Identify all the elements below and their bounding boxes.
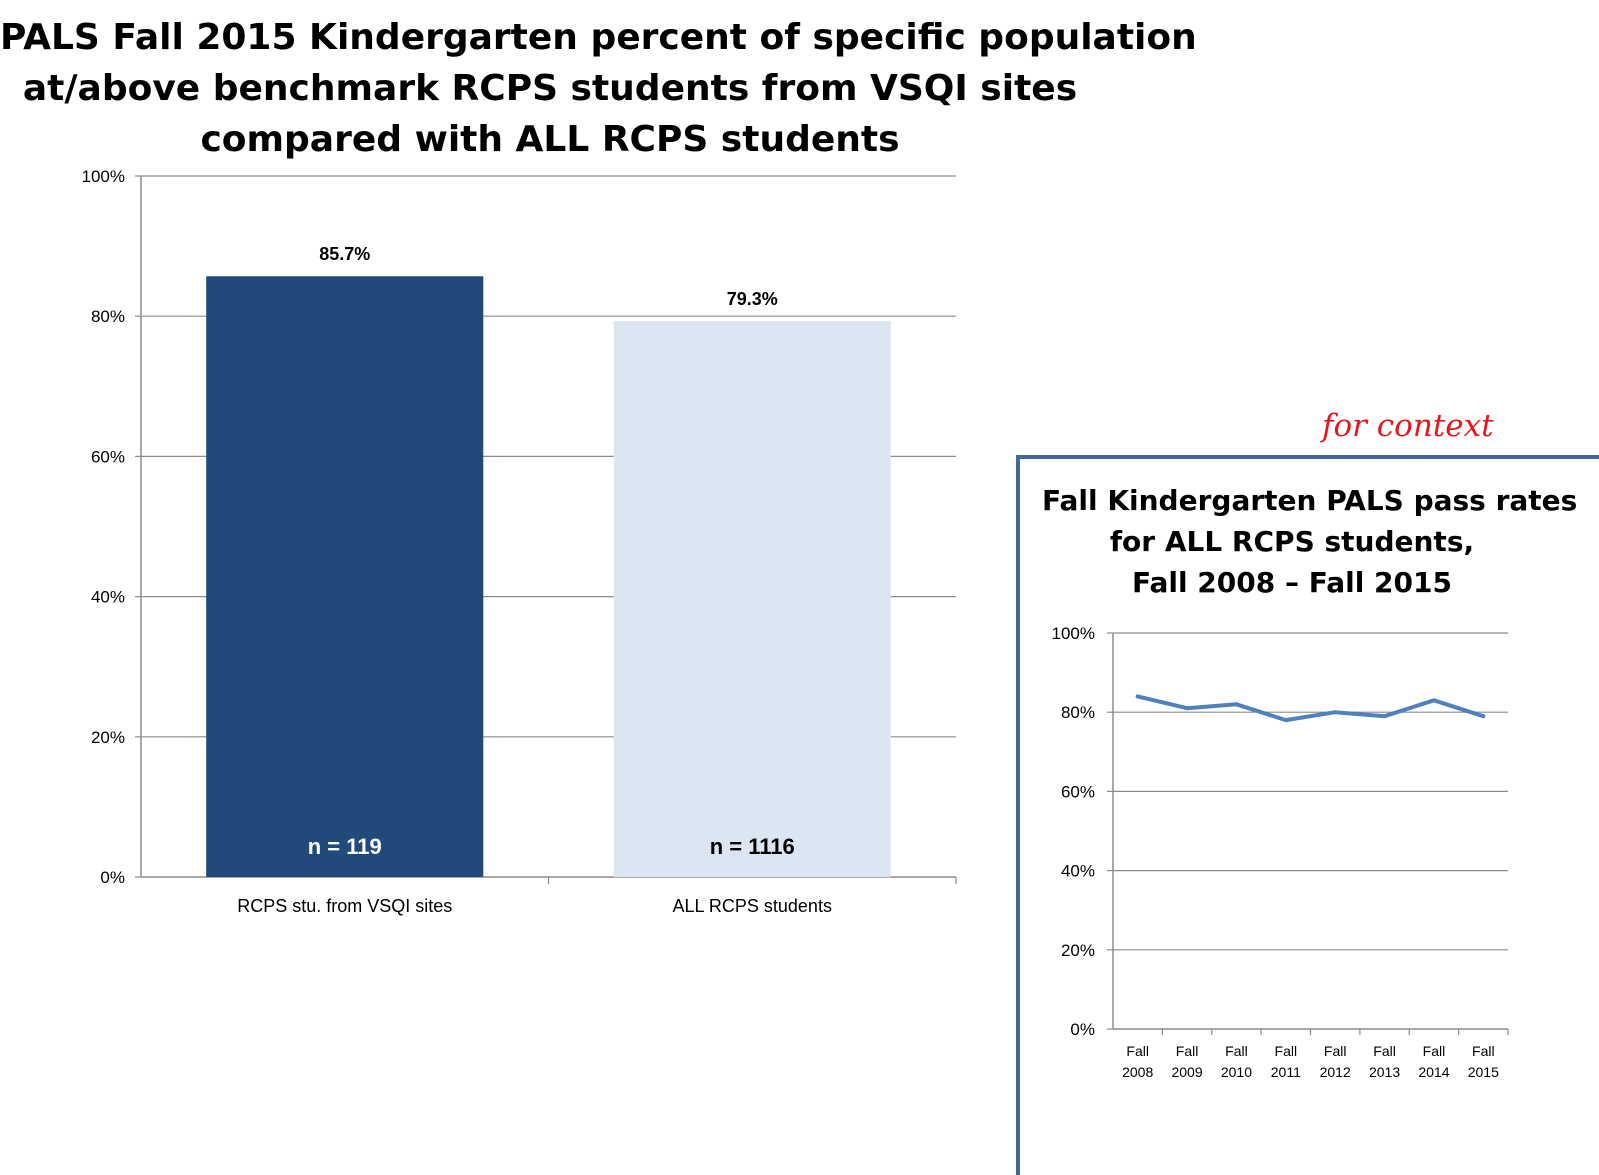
inset-chart-title: Fall Kindergarten PALS pass rates for AL… (1042, 480, 1578, 603)
inset-title-line-2: for ALL RCPS students, (1109, 525, 1475, 558)
bar-value-label: 85.7% (319, 244, 370, 264)
main-title-line-3: compared with ALL RCPS students (200, 119, 900, 160)
bar-n-label: n = 1116 (710, 834, 795, 859)
main-title-line-2: at/above benchmark RCPS students from VS… (22, 68, 1078, 109)
y-tick-label: 100% (82, 167, 125, 186)
y-tick-label: 80% (91, 307, 125, 326)
y-tick-label: 0% (100, 868, 125, 887)
y-tick-label: 60% (91, 447, 125, 466)
for-context-label: for context (1322, 408, 1494, 444)
bar (206, 276, 484, 877)
main-chart-title: PALS Fall 2015 Kindergarten percent of s… (0, 12, 1197, 165)
inset-panel (1016, 455, 1599, 1175)
inset-title-line-1: Fall Kindergarten PALS pass rates (1042, 484, 1578, 517)
x-category-label: ALL RCPS students (673, 896, 832, 916)
inset-title-line-3: Fall 2008 – Fall 2015 (1131, 566, 1452, 599)
bar-value-label: 79.3% (727, 289, 778, 309)
main-title-line-1: PALS Fall 2015 Kindergarten percent of s… (0, 17, 1197, 58)
bar (613, 321, 891, 877)
y-tick-label: 40% (91, 588, 125, 607)
bar-chart: 0% 20% 40% 60% 80% 100% 85.7% n = 119 RCPS stu. … (82, 167, 957, 916)
y-tick-label: 20% (91, 728, 125, 747)
x-category-label: RCPS stu. from VSQI sites (237, 896, 452, 916)
bar-n-label: n = 119 (308, 834, 382, 859)
